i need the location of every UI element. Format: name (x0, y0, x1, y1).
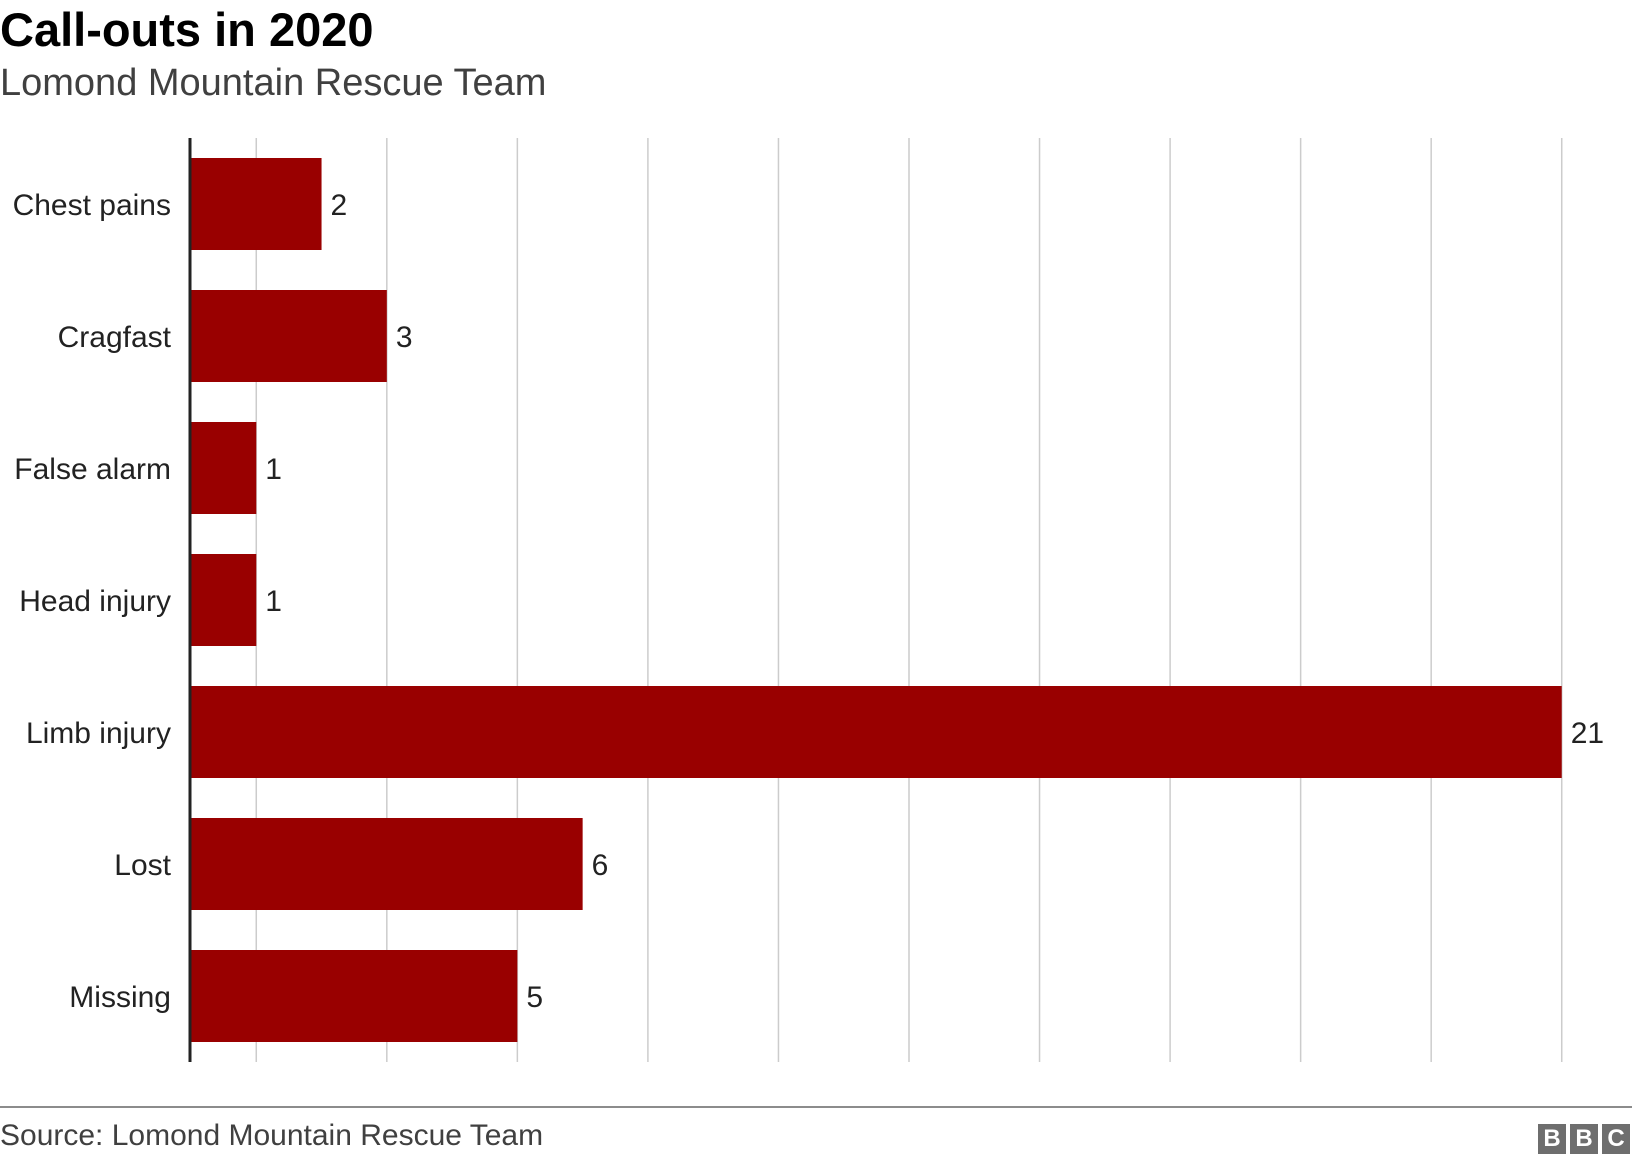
bar (191, 554, 257, 646)
value-label: 1 (265, 585, 282, 618)
chart-title: Call-outs in 2020 (0, 3, 374, 56)
source-text: Source: Lomond Mountain Rescue Team (0, 1119, 544, 1152)
category-label: Head injury (19, 585, 171, 618)
category-label: Chest pains (13, 189, 171, 222)
bbc-logo-letter: B (1570, 1124, 1598, 1154)
bar (191, 158, 322, 250)
footer-divider (0, 1106, 1632, 1108)
value-label: 21 (1571, 717, 1604, 750)
gridlines (255, 138, 1563, 1062)
bbc-logo-letter: B (1538, 1124, 1566, 1154)
value-label: 3 (396, 321, 413, 354)
bar-chart: Chest pains 2 Cragfast 3 False alarm 1 Head in… (13, 138, 1605, 1062)
category-label: Cragfast (58, 321, 172, 354)
value-label: 2 (331, 189, 348, 222)
bar (191, 686, 1562, 778)
bars (191, 158, 1562, 1042)
chart-subtitle: Lomond Mountain Rescue Team (0, 62, 547, 104)
category-label: Missing (69, 981, 171, 1014)
value-label: 1 (265, 453, 282, 486)
bar (191, 818, 583, 910)
category-label: False alarm (14, 453, 171, 486)
bbc-logo-letter: C (1602, 1124, 1630, 1154)
labels: Chest pains 2 Cragfast 3 False alarm 1 Head in… (13, 189, 1605, 1014)
value-label: 6 (592, 849, 609, 882)
bbc-logo: B B C (1538, 1124, 1630, 1154)
bar (191, 290, 387, 382)
value-label: 5 (526, 981, 543, 1014)
category-label: Limb injury (26, 717, 171, 750)
bar (191, 422, 257, 514)
bar (191, 950, 518, 1042)
category-label: Lost (114, 849, 171, 882)
